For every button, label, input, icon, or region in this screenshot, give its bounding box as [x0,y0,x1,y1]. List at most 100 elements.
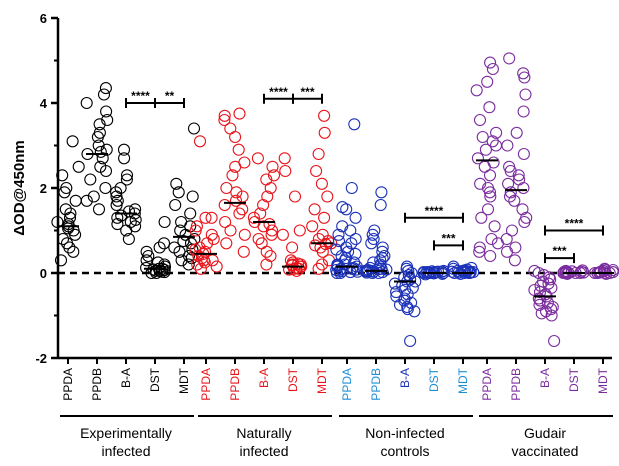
data-point-ppdb [508,194,521,207]
data-point-ppda [191,258,204,271]
data-point-ppdb [516,203,529,216]
data-point-ppdb [224,122,237,135]
data-point-ppdb [238,228,251,241]
data-point-ppda [487,156,500,169]
data-point-ppda [483,169,497,182]
data-point-mdt [169,198,182,212]
data-point-b-a [548,334,561,348]
data-point-ppdb [93,118,106,131]
data-point-dst [286,241,299,254]
data-point-b-a [111,218,124,231]
data-point-ppdb [501,139,514,152]
data-point-ppda [66,135,79,148]
data-point-ppda [486,62,499,76]
x-category-label: DST [567,367,581,392]
x-category-label: PPDA [199,368,213,401]
data-point-b-a [252,232,265,246]
data-point-ppdb [92,139,105,152]
data-point-ppda [54,254,68,267]
data-point-ppdb [510,126,523,139]
data-point-ppda [336,220,349,233]
data-point-ppdb [374,198,387,212]
data-point-ppda [72,160,85,173]
data-point-b-a [393,298,407,311]
data-point-b-a [390,286,403,299]
group-label: controls [380,443,429,459]
data-point-mdt [318,109,331,122]
data-point-ppda [471,152,484,165]
data-point-mdt [186,190,199,203]
data-point-ppda [210,260,223,273]
data-point-ppdb [233,107,246,120]
data-point-ppdb [509,241,522,254]
data-point-ppdb [80,96,93,110]
data-point-ppdb [100,143,113,156]
data-point-ppdb [99,82,112,95]
data-point-ppda [484,56,497,69]
data-point-ppdb [220,181,233,195]
data-point-ppda [340,203,353,216]
x-category-label: DST [427,367,441,392]
data-point-dst [293,224,306,237]
data-point-b-a [533,298,546,311]
data-point-ppdb [500,245,514,258]
data-point-b-a [266,160,279,173]
data-point-ppdb [513,173,526,186]
data-point-dst [419,268,432,281]
data-point-b-a [398,294,411,307]
data-point-ppdb [80,194,93,207]
data-point-mdt [306,220,319,233]
data-point-dst [153,241,166,254]
data-point-ppda [349,247,362,260]
data-point-ppda [345,237,358,250]
data-point-ppdb [232,143,245,156]
data-point-mdt [461,265,474,278]
data-point-ppda [473,245,486,258]
data-point-ppda [205,211,218,224]
significance-label: *** [552,244,566,258]
data-point-b-a [261,190,274,203]
data-point-mdt [177,235,190,248]
data-point-mdt [184,207,197,220]
data-point-ppdb [503,160,516,173]
data-point-b-a [254,207,267,220]
data-point-dst [436,265,449,278]
y-axis-title: ΔOD@450nm [11,140,28,235]
data-point-ppda [474,177,487,190]
data-point-mdt [321,190,334,203]
data-point-ppdb [505,224,519,237]
data-point-mdt [318,126,331,139]
data-point-ppdb [500,232,513,246]
data-point-dst [286,256,299,269]
data-point-ppdb [87,190,100,203]
data-point-dst [158,263,171,277]
data-point-ppda [470,84,483,97]
data-point-ppda [473,241,486,254]
data-point-b-a [543,271,556,284]
data-point-b-a [408,305,421,318]
data-point-b-a [539,305,553,318]
y-tick-label: -2 [35,351,47,366]
data-point-b-a [129,220,142,233]
data-point-ppda [59,203,72,216]
data-point-dst [158,215,171,229]
data-point-ppda [481,203,495,216]
data-point-mdt [308,203,321,216]
data-point-ppda [199,211,212,224]
data-point-ppda [193,135,207,148]
data-point-ppda [56,232,70,246]
data-point-mdt [316,245,329,258]
data-point-ppda [488,220,501,233]
data-point-ppdb [226,169,239,182]
data-point-b-a [122,232,135,246]
significance-label: ** [165,89,175,103]
x-category-label: MDT [177,367,191,394]
x-category-label: MDT [596,367,610,394]
x-category-label: PPDB [90,368,104,401]
data-point-dst [294,258,307,271]
group-label: vaccinated [512,443,579,459]
data-point-dst [157,237,171,250]
data-point-ppda [60,237,74,250]
data-point-ppdb [503,52,516,65]
data-point-ppda [51,215,64,229]
